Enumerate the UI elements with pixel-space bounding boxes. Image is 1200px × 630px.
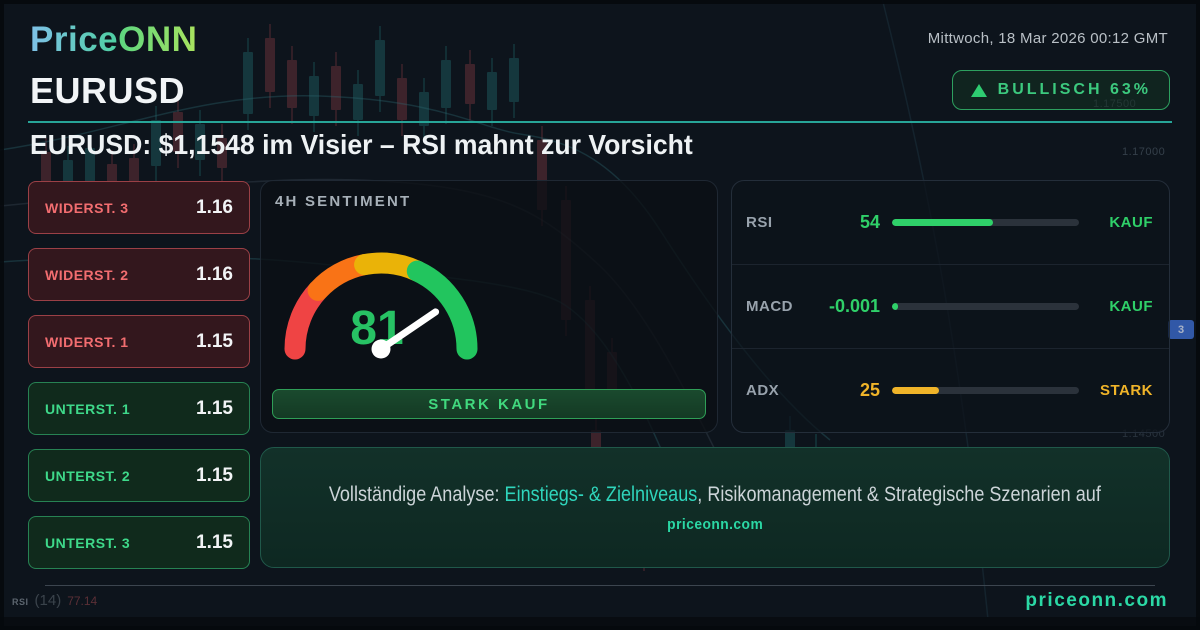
bottom-strip: [0, 617, 1200, 630]
indicator-value: -0.001: [828, 296, 880, 316]
sentiment-card: 4H SENTIMENT 81 STARK KAUF: [260, 180, 718, 433]
stark-kauf-button[interactable]: STARK KAUF: [272, 389, 706, 419]
footer-divider: [45, 585, 1155, 586]
bg-price-label-mid: 1.17000: [1122, 146, 1166, 158]
indicator-bar: [892, 387, 1079, 394]
indicator-status: KAUF: [1109, 298, 1153, 315]
indicator-name: MACD: [746, 298, 793, 315]
level-label: WIDERST. 2: [45, 266, 129, 283]
indicator-value: 25: [859, 380, 880, 400]
bullish-signal-badge: BULLISCH 63%: [951, 70, 1170, 110]
footer-rsi-label: RSI: [12, 597, 29, 607]
level-row-resistance-1: WIDERST. 1 1.15: [28, 315, 250, 368]
teal-divider: [28, 121, 1172, 123]
banner-text: Vollständige Analyse: Einstiegs- & Zieln…: [329, 483, 1101, 507]
banner-site-link[interactable]: priceonn.com: [666, 515, 763, 533]
level-label: WIDERST. 1: [45, 333, 129, 350]
gauge-hub: [371, 339, 391, 359]
levels-column: WIDERST. 3 1.16 WIDERST. 2 1.16 WIDERST.…: [28, 181, 250, 583]
footer-chart-label: RSI (14) 77.14: [12, 592, 97, 609]
indicator-value: 54: [859, 212, 880, 232]
level-value: 1.15: [196, 531, 233, 553]
level-label: WIDERST. 3: [45, 199, 129, 216]
bg-price-axis-badge: 3: [1168, 320, 1194, 339]
indicator-bar: [892, 219, 1079, 226]
footer-rsi-period: (14): [34, 592, 62, 609]
up-triangle-icon: [970, 83, 987, 97]
indicator-bar-fill: [892, 387, 939, 394]
level-row-resistance-2: WIDERST. 2 1.16: [28, 248, 250, 301]
footer-rsi-value: 77.14: [67, 594, 98, 608]
level-value: 1.15: [196, 464, 233, 486]
indicator-name: ADX: [746, 382, 780, 399]
banner-suffix: , Risikomanagement & Strategische Szenar…: [697, 482, 1101, 506]
level-label: UNTERST. 1: [45, 400, 131, 417]
indicator-status: STARK: [1099, 382, 1153, 399]
analysis-banner: Vollständige Analyse: Einstiegs- & Zieln…: [260, 447, 1170, 568]
indicator-status: KAUF: [1109, 214, 1153, 231]
indicators-panel: RSI 54 KAUF MACD -0.001 KAUF ADX 25 STAR…: [731, 180, 1170, 433]
bullish-badge-label: BULLISCH 63%: [997, 81, 1151, 98]
level-row-support-3: UNTERST. 3 1.15: [28, 516, 250, 569]
logo-part-price: Price: [30, 20, 119, 59]
level-row-support-1: UNTERST. 1 1.15: [28, 382, 250, 435]
banner-highlight: Einstiegs- & Zielniveaus: [504, 482, 698, 506]
logo: PriceONN: [30, 20, 197, 60]
level-label: UNTERST. 3: [45, 534, 131, 551]
sentiment-gauge: 81: [284, 252, 478, 360]
symbol-title: EURUSD: [30, 70, 186, 111]
level-value: 1.16: [196, 263, 233, 285]
logo-part-onn: ONN: [118, 20, 198, 59]
level-label: UNTERST. 2: [45, 467, 131, 484]
indicator-bar: [892, 303, 1079, 310]
footer-site-link[interactable]: priceonn.com: [1025, 590, 1168, 611]
indicator-name: RSI: [746, 214, 773, 231]
level-value: 1.16: [196, 196, 233, 218]
indicator-bar-fill: [892, 219, 993, 226]
indicator-bar-fill: [892, 303, 898, 310]
level-row-support-2: UNTERST. 2 1.15: [28, 449, 250, 502]
level-value: 1.15: [196, 397, 233, 419]
banner-prefix: Vollständige Analyse:: [328, 482, 505, 506]
datetime-label: Mittwoch, 18 Mar 2026 00:12 GMT: [927, 30, 1168, 47]
level-value: 1.15: [196, 330, 233, 352]
level-row-resistance-3: WIDERST. 3 1.16: [28, 181, 250, 234]
indicator-row-macd: MACD -0.001 KAUF: [732, 264, 1169, 348]
indicator-row-rsi: RSI 54 KAUF: [732, 181, 1169, 264]
gauge-needle: [377, 308, 440, 353]
sentiment-title: 4H SENTIMENT: [275, 193, 412, 210]
indicator-row-adx: ADX 25 STARK: [732, 348, 1169, 432]
headline: EURUSD: $1,1548 im Visier – RSI mahnt zu…: [30, 129, 693, 160]
